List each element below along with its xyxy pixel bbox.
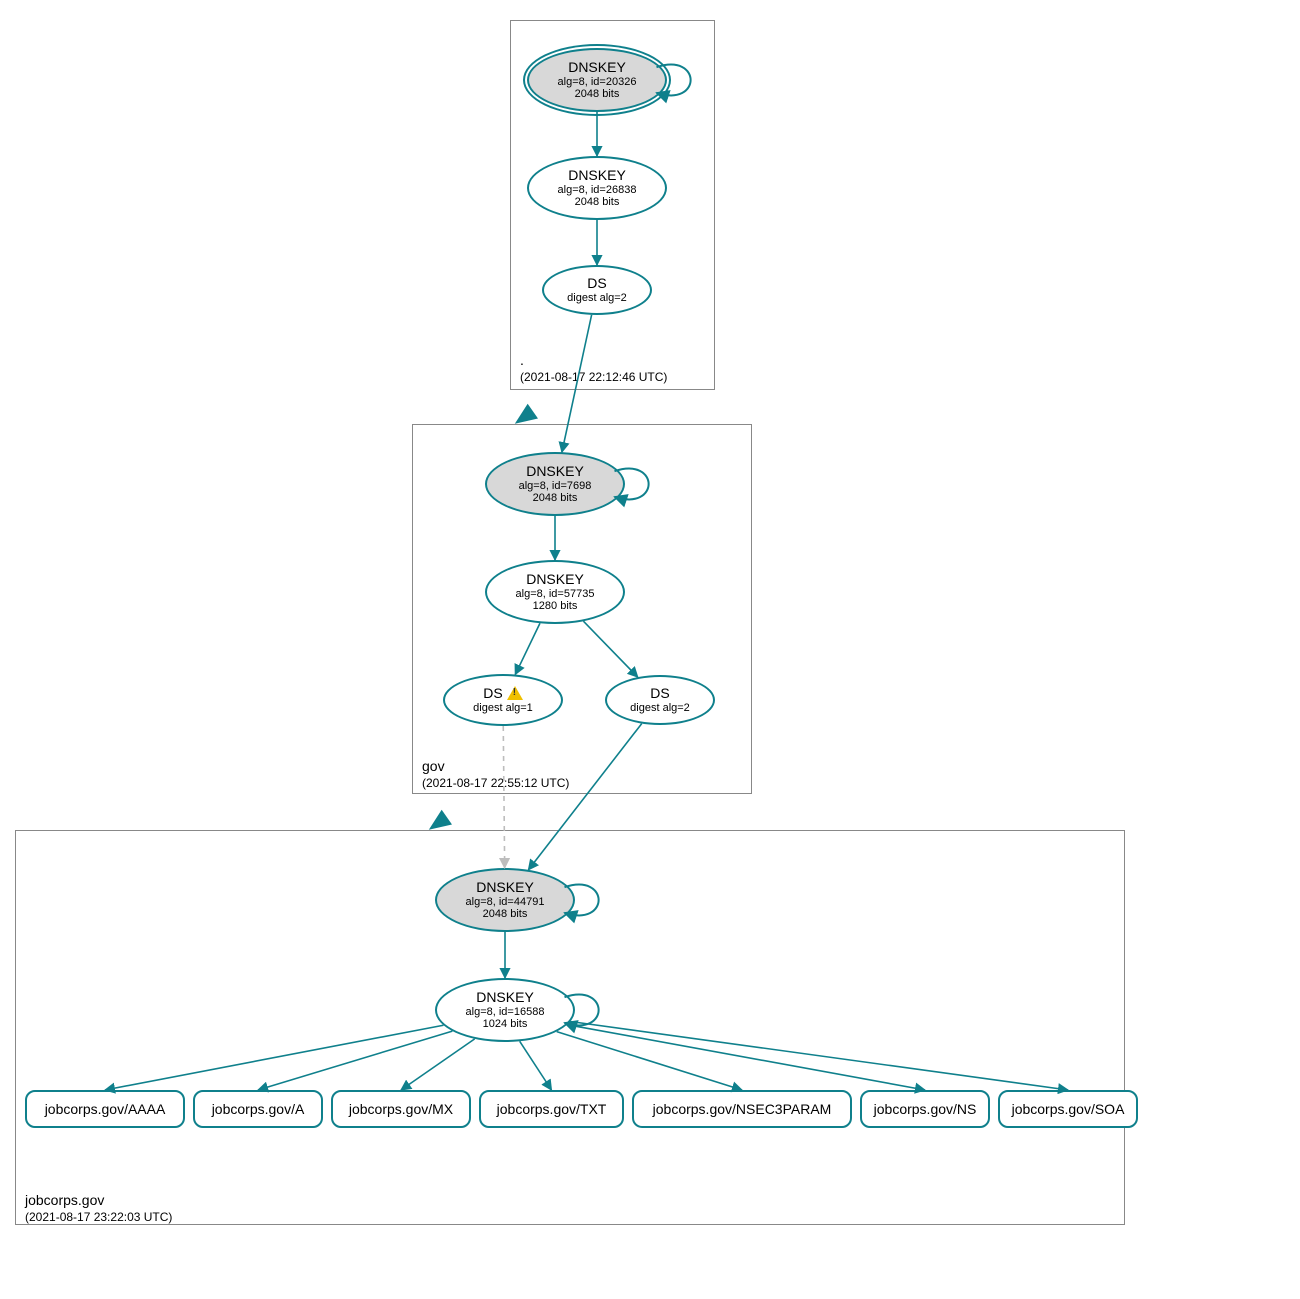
- node-title: DNSKEY: [526, 572, 584, 587]
- node-sub: 2048 bits: [533, 492, 578, 504]
- record-r-mx: jobcorps.gov/MX: [331, 1090, 471, 1128]
- zone-timestamp-gov: (2021-08-17 22:55:12 UTC): [422, 776, 569, 790]
- record-r-a: jobcorps.gov/A: [193, 1090, 323, 1128]
- node-title: DS: [483, 686, 522, 701]
- node-title: DS: [650, 686, 669, 701]
- node-root-dnskey-1: DNSKEYalg=8, id=203262048 bits: [527, 48, 667, 112]
- node-gov-dnskey-1: DNSKEYalg=8, id=76982048 bits: [485, 452, 625, 516]
- node-title: DNSKEY: [476, 990, 534, 1005]
- node-title: DNSKEY: [568, 168, 626, 183]
- node-sub: alg=8, id=26838: [558, 184, 637, 196]
- zone-label-jobcorps: jobcorps.gov: [25, 1192, 104, 1208]
- node-root-ds: DSdigest alg=2: [542, 265, 652, 315]
- node-sub: 1280 bits: [533, 600, 578, 612]
- node-sub: digest alg=2: [567, 292, 627, 304]
- warning-icon: [507, 686, 523, 700]
- node-sub: digest alg=2: [630, 702, 690, 714]
- node-sub: alg=8, id=57735: [516, 588, 595, 600]
- node-title: DS: [587, 276, 606, 291]
- record-r-aaaa: jobcorps.gov/AAAA: [25, 1090, 185, 1128]
- node-sub: 2048 bits: [575, 196, 620, 208]
- node-sub: alg=8, id=7698: [519, 480, 592, 492]
- record-r-soa: jobcorps.gov/SOA: [998, 1090, 1138, 1128]
- zone-label-root: .: [520, 352, 524, 368]
- node-title: DNSKEY: [568, 60, 626, 75]
- zone-timestamp-root: (2021-08-17 22:12:46 UTC): [520, 370, 667, 384]
- node-jc-dnskey-1: DNSKEYalg=8, id=447912048 bits: [435, 868, 575, 932]
- node-sub: 2048 bits: [575, 88, 620, 100]
- node-title: DNSKEY: [526, 464, 584, 479]
- record-r-txt: jobcorps.gov/TXT: [479, 1090, 624, 1128]
- zone-timestamp-jobcorps: (2021-08-17 23:22:03 UTC): [25, 1210, 172, 1224]
- node-sub: alg=8, id=20326: [558, 76, 637, 88]
- node-gov-ds-1: DSdigest alg=1: [443, 674, 563, 726]
- record-r-ns: jobcorps.gov/NS: [860, 1090, 990, 1128]
- node-gov-dnskey-2: DNSKEYalg=8, id=577351280 bits: [485, 560, 625, 624]
- node-sub: 2048 bits: [483, 908, 528, 920]
- node-sub: 1024 bits: [483, 1018, 528, 1030]
- record-r-nsec: jobcorps.gov/NSEC3PARAM: [632, 1090, 852, 1128]
- node-gov-ds-2: DSdigest alg=2: [605, 675, 715, 725]
- node-sub: digest alg=1: [473, 702, 533, 714]
- node-root-dnskey-2: DNSKEYalg=8, id=268382048 bits: [527, 156, 667, 220]
- zone-label-gov: gov: [422, 758, 445, 774]
- node-jc-dnskey-2: DNSKEYalg=8, id=165881024 bits: [435, 978, 575, 1042]
- node-title: DNSKEY: [476, 880, 534, 895]
- node-sub: alg=8, id=44791: [466, 896, 545, 908]
- node-sub: alg=8, id=16588: [466, 1006, 545, 1018]
